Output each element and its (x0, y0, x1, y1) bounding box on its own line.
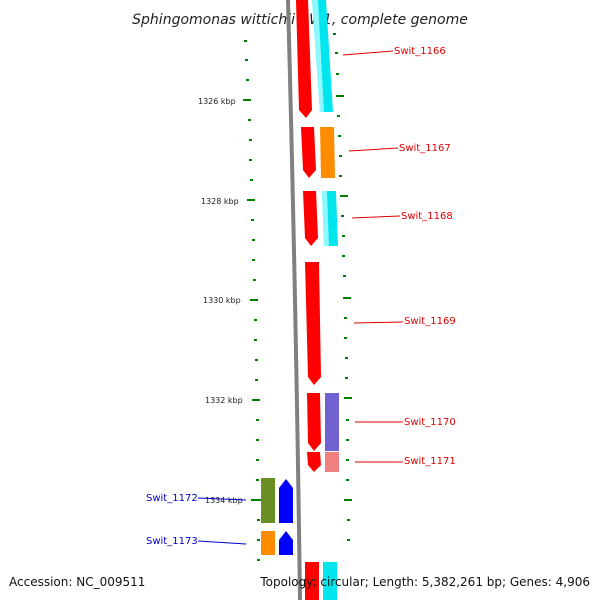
gene-label-swit-1172[interactable]: Swit_1172 (146, 493, 198, 504)
gene-label-swit-1173[interactable]: Swit_1173 (146, 536, 198, 547)
topology-text: Topology: circular; Length: 5,382,261 bp… (259, 575, 590, 589)
gene-swit-1170-cog (307, 393, 321, 451)
gene-swit-1169-cog (305, 262, 321, 385)
gene-label-swit-1170[interactable]: Swit_1170 (404, 417, 456, 428)
gene-label-swit-1171[interactable]: Swit_1171 (404, 456, 456, 467)
gene-label-swit-1166[interactable]: Swit_1166 (394, 46, 446, 57)
accession-text: Accession: NC_009511 (9, 575, 145, 589)
gene-swit-1167-strand (320, 127, 335, 178)
gene-swit-1173-cog (261, 531, 275, 555)
gene-label-swit-1169[interactable]: Swit_1169 (404, 316, 456, 327)
gene-swit-1171-cog (307, 452, 321, 472)
genome-map: Sphingomonas wittichii RW1, complete gen… (0, 0, 600, 600)
gene-swit-1167-cog (301, 127, 316, 178)
tick-label-1330: 1330 kbp (203, 296, 241, 305)
gene-swit-1168-cog (303, 191, 318, 246)
callout-lines-right (343, 51, 403, 462)
tick-marks (243, 41, 261, 560)
gene-swit-1170-strand (325, 393, 339, 451)
tick-label-1332: 1332 kbp (205, 396, 243, 405)
tick-label-1334: 1334 kbp (205, 496, 243, 505)
tick-label-1326: 1326 kbp (198, 97, 236, 106)
gene-swit-1173-strand (279, 531, 293, 555)
gene-swit-1171-strand (325, 452, 339, 472)
tick-label-1328: 1328 kbp (201, 197, 239, 206)
gene-label-swit-1167[interactable]: Swit_1167 (399, 143, 451, 154)
gene-swit-1172-cog (261, 478, 275, 523)
gene-swit-1172-strand (279, 479, 293, 523)
gene-label-swit-1168[interactable]: Swit_1168 (401, 211, 453, 222)
